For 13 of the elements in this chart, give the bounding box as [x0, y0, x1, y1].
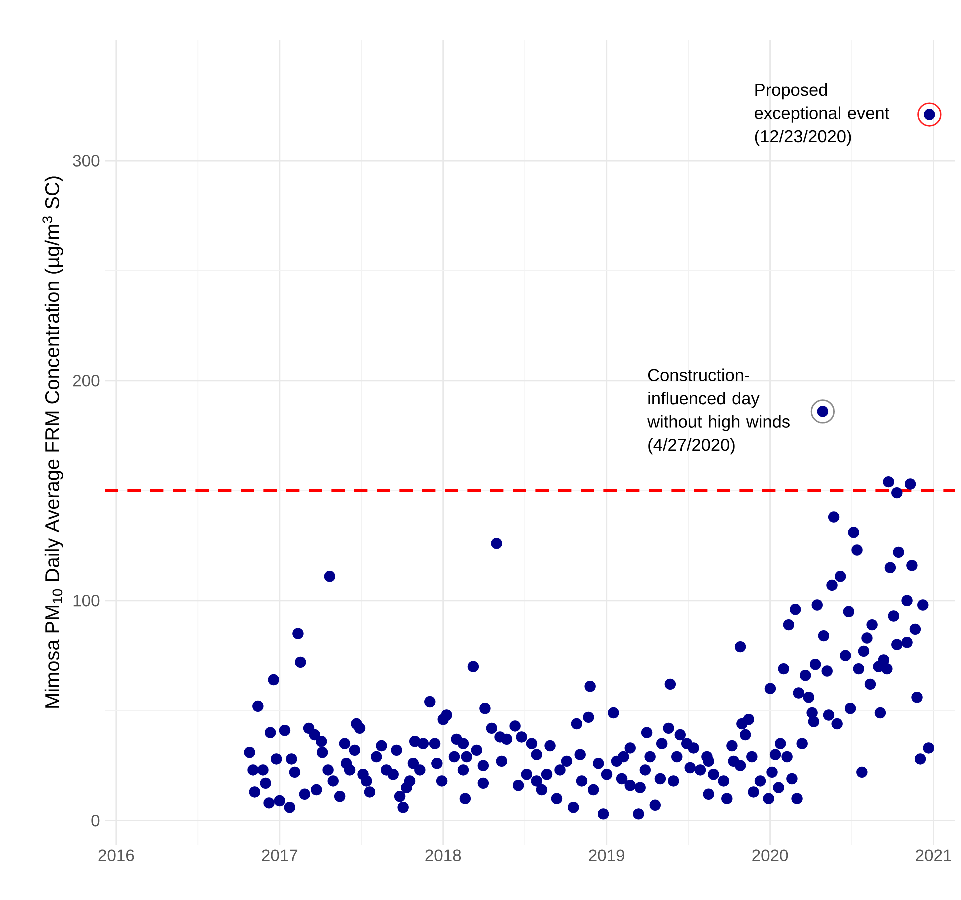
y-tick-label: 200	[73, 375, 100, 387]
annotation: Construction-influenced day without high winds (4/27/2020)	[648, 368, 790, 455]
x-tick-label: 2019	[589, 850, 625, 862]
y-tick-label: 0	[92, 814, 100, 827]
y-axis-title: Mimosa PM$_{10}$ Daily Average FRM Concentration (µg/m$^{3}$ SC)	[42, 176, 64, 708]
x-tick-label: 2018	[426, 850, 462, 862]
x-tick-label: 2017	[262, 850, 298, 862]
y-tick-label: 100	[74, 594, 100, 607]
x-tick-label: 2021	[916, 850, 952, 862]
y-tick-label: 300	[73, 155, 100, 167]
x-tick-label: 2020	[752, 850, 788, 862]
x-tick-label: 2016	[98, 850, 134, 862]
annotation: Proposed exceptional event (12/23/2020)	[755, 83, 890, 146]
